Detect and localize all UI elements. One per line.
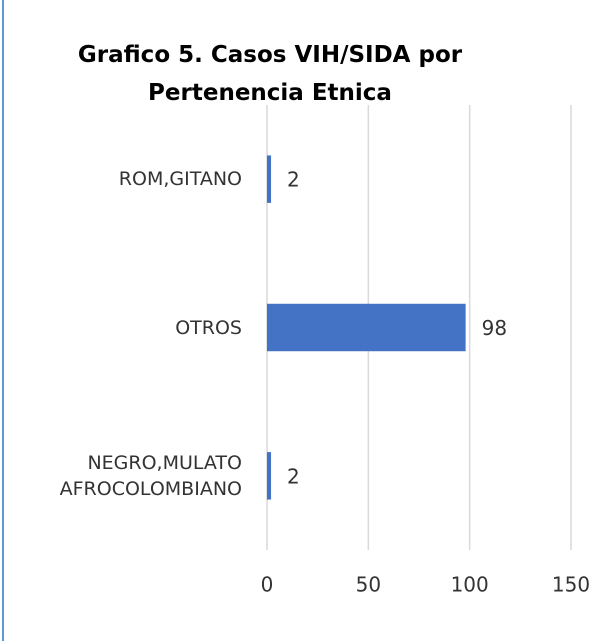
y-tick-label: NEGRO,MULATO AFROCOLOMBIANO <box>59 451 242 500</box>
x-tick-label: 150 <box>552 573 590 597</box>
x-tick-label: 100 <box>451 573 489 597</box>
y-tick-label: ROM,GITANO <box>118 168 242 191</box>
bar <box>267 155 272 203</box>
value-label: 98 <box>482 316 507 340</box>
bar <box>267 303 466 352</box>
chart-title: Grafico 5. Casos VIH/SIDA por Pertenenci… <box>77 42 463 106</box>
x-tick-label: 50 <box>356 573 381 597</box>
value-label: 2 <box>287 464 300 488</box>
value-label: 2 <box>287 168 300 192</box>
y-tick-label: OTROS <box>175 316 242 339</box>
bar <box>267 452 272 500</box>
x-tick-label: 0 <box>261 573 274 597</box>
